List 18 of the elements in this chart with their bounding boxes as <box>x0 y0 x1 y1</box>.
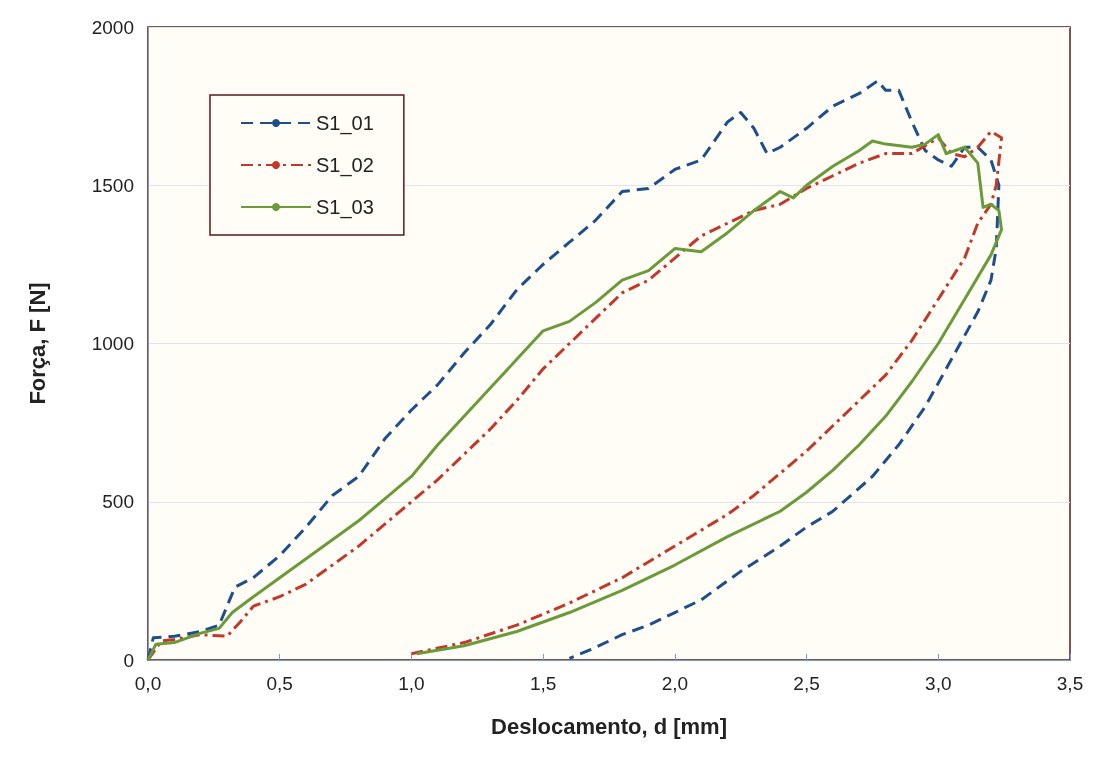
x-tick-label: 3,5 <box>1056 673 1084 694</box>
x-tick-label: 2,5 <box>793 673 820 694</box>
x-tick-label: 2,0 <box>661 673 689 694</box>
y-tick-label: 0 <box>123 649 134 671</box>
x-tick-label: 1,5 <box>529 673 557 694</box>
y-tick-label: 1500 <box>91 174 134 196</box>
y-tick-label: 1000 <box>91 333 134 354</box>
legend-label: S1_01 <box>316 112 374 135</box>
x-tick-label: 3,0 <box>925 673 952 694</box>
y-tick-label: 2000 <box>91 16 134 38</box>
legend-label: S1_02 <box>316 154 374 177</box>
legend-label: S1_03 <box>316 196 374 219</box>
y-tick-label: 500 <box>102 491 134 513</box>
x-tick-label: 0,0 <box>134 673 162 694</box>
y-axis-title: Força, F [N] <box>24 282 50 405</box>
x-tick-label: 1,0 <box>398 673 425 694</box>
x-axis-title: Deslocamento, d [mm] <box>491 713 727 739</box>
x-tick-label: 0,5 <box>266 673 293 694</box>
